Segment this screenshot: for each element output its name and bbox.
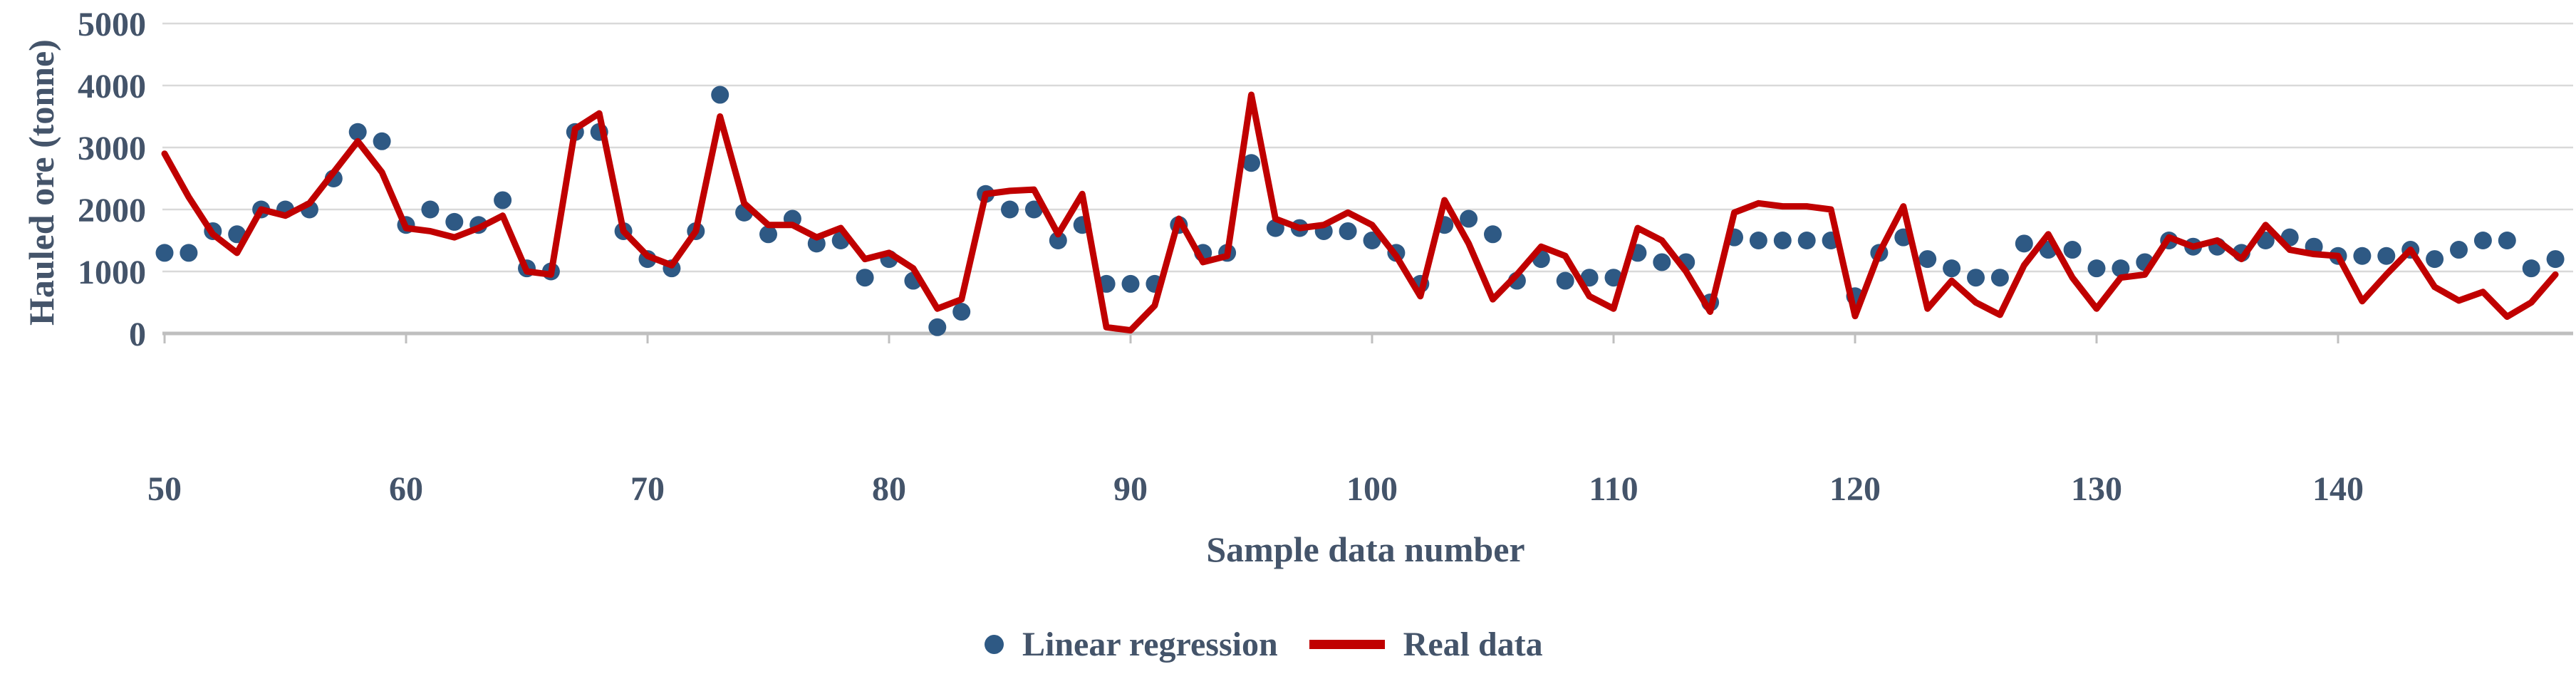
series-linear-regression-point <box>1943 259 1961 278</box>
y-tick-label-1000: 1000 <box>78 254 146 291</box>
scatter-marker-icon <box>985 634 1004 654</box>
series-linear-regression-point <box>2522 259 2540 278</box>
chart-legend: Linear regression Real data <box>985 624 1543 664</box>
series-linear-regression-point <box>180 244 198 262</box>
y-tick-label-3000: 3000 <box>78 130 146 167</box>
series-linear-regression-point <box>155 244 174 262</box>
series-linear-regression-point <box>1967 269 1985 287</box>
series-linear-regression-point <box>1604 269 1623 287</box>
x-tick-label-140: 140 <box>2312 470 2364 508</box>
x-tick-label-60: 60 <box>389 470 423 508</box>
series-linear-regression-point <box>2498 232 2516 249</box>
series-linear-regression-point <box>421 200 440 219</box>
legend-label: Real data <box>1403 625 1543 663</box>
series-linear-regression-point <box>2087 259 2106 278</box>
line-marker-icon <box>1309 639 1385 649</box>
series-linear-regression-point <box>2377 247 2396 265</box>
x-axis-title: Sample data number <box>1206 529 1525 569</box>
series-linear-regression-point <box>1580 269 1599 287</box>
series-linear-regression-point <box>1460 209 1478 228</box>
series-linear-regression-point <box>373 132 391 150</box>
series-linear-regression-point <box>711 85 729 104</box>
series-linear-regression-point <box>1363 232 1381 249</box>
series-linear-regression-point <box>445 212 464 231</box>
y-tick-label-5000: 5000 <box>78 6 146 43</box>
series-linear-regression-point <box>1797 232 1816 249</box>
legend-label: Linear regression <box>1022 625 1278 663</box>
series-linear-regression-point <box>1339 222 1357 240</box>
series-linear-regression-point <box>1121 274 1140 293</box>
series-linear-regression-point <box>928 318 947 336</box>
series-linear-regression-point <box>2015 234 2033 253</box>
series-linear-regression-point <box>2450 241 2468 259</box>
series-linear-regression-point <box>1001 200 1019 219</box>
series-linear-regression-point <box>759 225 777 244</box>
series-linear-regression-point <box>1749 232 1767 249</box>
series-linear-regression-point <box>1049 232 1067 249</box>
series-linear-regression-point <box>2112 259 2130 278</box>
legend-item-linear-regression: Linear regression <box>985 625 1278 664</box>
series-linear-regression-point <box>1242 154 1260 172</box>
x-tick-label-110: 110 <box>1589 470 1638 508</box>
x-tick-label-70: 70 <box>630 470 665 508</box>
x-tick-label-130: 130 <box>2071 470 2122 508</box>
y-tick-label-2000: 2000 <box>78 192 146 229</box>
series-linear-regression-point <box>2063 241 2082 259</box>
series-linear-regression-point <box>856 269 874 287</box>
series-linear-regression-point <box>1653 253 1671 271</box>
series-linear-regression-point <box>2473 232 2492 249</box>
x-tick-label-80: 80 <box>872 470 906 508</box>
series-linear-regression-point <box>494 191 512 209</box>
y-tick-label-4000: 4000 <box>78 68 146 105</box>
series-linear-regression-point <box>1918 250 1937 269</box>
series-linear-regression-point <box>348 123 367 141</box>
series-linear-regression-point <box>952 303 971 321</box>
series-linear-regression-point <box>1484 225 1502 244</box>
series-linear-regression-point <box>1990 269 2009 287</box>
y-tick-label-0: 0 <box>129 316 146 353</box>
series-linear-regression-point <box>1556 271 1574 290</box>
x-tick-label-50: 50 <box>147 470 182 508</box>
series-linear-regression-point <box>2426 250 2444 269</box>
series-linear-regression-point <box>1773 232 1792 249</box>
x-tick-label-120: 120 <box>1829 470 1881 508</box>
series-linear-regression-point <box>807 234 826 253</box>
x-tick-label-100: 100 <box>1346 470 1398 508</box>
y-axis-title: Hauled ore (tonne) <box>21 39 61 326</box>
legend-item-real-data: Real data <box>1309 625 1543 664</box>
x-tick-label-90: 90 <box>1113 470 1148 508</box>
series-linear-regression-point <box>2353 247 2372 265</box>
series-linear-regression-point <box>1024 200 1043 219</box>
series-linear-regression-point <box>2546 250 2565 269</box>
series-real-data-line <box>161 91 2559 334</box>
